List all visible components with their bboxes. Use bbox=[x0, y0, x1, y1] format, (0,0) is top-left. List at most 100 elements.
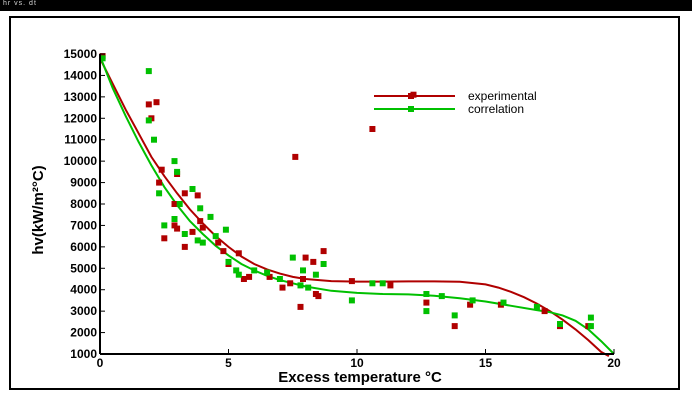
point-correlation bbox=[212, 233, 219, 240]
point-experimental bbox=[541, 308, 548, 315]
point-experimental bbox=[287, 280, 294, 287]
x-tick-label: 10 bbox=[350, 356, 364, 370]
x-tick-label: 0 bbox=[97, 356, 104, 370]
point-correlation bbox=[235, 271, 242, 278]
y-tick-label: 2000 bbox=[70, 326, 97, 340]
x-tick-label: 5 bbox=[225, 356, 232, 370]
y-tick-label: 10000 bbox=[64, 154, 98, 168]
point-experimental bbox=[181, 243, 188, 250]
point-correlation bbox=[438, 293, 445, 300]
y-tick-label: 9000 bbox=[70, 176, 97, 190]
point-experimental bbox=[297, 303, 304, 310]
point-experimental bbox=[197, 218, 204, 225]
point-correlation bbox=[197, 205, 204, 212]
legend-marker-correlation bbox=[408, 106, 414, 112]
point-correlation bbox=[174, 168, 181, 175]
point-correlation bbox=[264, 269, 271, 276]
point-experimental bbox=[156, 179, 163, 186]
point-correlation bbox=[423, 308, 430, 315]
y-tick-label: 11000 bbox=[64, 133, 97, 147]
axes bbox=[99, 53, 615, 355]
y-tick-label: 8000 bbox=[70, 197, 97, 211]
point-correlation bbox=[451, 312, 458, 319]
point-correlation bbox=[233, 267, 240, 274]
y-axis-title: hv(kW/m²°C) bbox=[30, 165, 47, 254]
point-experimental bbox=[266, 273, 273, 280]
y-tick-label: 15000 bbox=[64, 47, 98, 61]
point-correlation bbox=[348, 297, 355, 304]
point-experimental bbox=[215, 239, 222, 246]
point-experimental bbox=[199, 224, 206, 231]
chart-frame bbox=[9, 16, 680, 390]
point-correlation bbox=[369, 280, 376, 287]
corner-label: hr vs. dt bbox=[3, 0, 37, 7]
y-tick-label: 5000 bbox=[70, 261, 97, 275]
point-experimental bbox=[320, 248, 327, 255]
point-correlation bbox=[276, 276, 283, 282]
point-correlation bbox=[312, 271, 319, 278]
point-correlation bbox=[189, 186, 196, 192]
point-experimental bbox=[423, 299, 430, 306]
point-correlation bbox=[176, 201, 183, 207]
point-correlation bbox=[171, 158, 178, 165]
point-correlation bbox=[289, 254, 296, 261]
point-experimental bbox=[292, 153, 299, 160]
y-tick-label: 6000 bbox=[70, 240, 97, 254]
point-correlation bbox=[300, 267, 306, 274]
point-correlation bbox=[151, 136, 157, 143]
point-correlation bbox=[99, 55, 106, 62]
point-experimental bbox=[348, 278, 355, 285]
point-experimental bbox=[235, 250, 242, 257]
point-experimental bbox=[158, 166, 165, 173]
point-correlation bbox=[297, 282, 304, 289]
point-experimental bbox=[369, 126, 376, 132]
point-correlation bbox=[199, 239, 206, 246]
y-tick-label: 14000 bbox=[64, 68, 98, 82]
point-correlation bbox=[251, 267, 258, 274]
point-correlation bbox=[320, 261, 327, 267]
point-experimental bbox=[310, 258, 317, 265]
point-correlation bbox=[587, 323, 594, 330]
legend-label-experimental: experimental bbox=[468, 89, 537, 103]
point-experimental bbox=[302, 254, 309, 261]
x-axis-title: Excess temperature °C bbox=[278, 369, 442, 386]
legend: experimental correlation bbox=[374, 89, 537, 116]
point-experimental bbox=[279, 284, 286, 291]
point-correlation bbox=[145, 117, 152, 124]
point-experimental bbox=[451, 323, 458, 330]
point-correlation bbox=[557, 321, 563, 327]
point-experimental bbox=[246, 273, 253, 280]
y-tick-label: 3000 bbox=[70, 304, 97, 318]
point-experimental bbox=[189, 228, 196, 235]
point-correlation bbox=[145, 68, 152, 75]
point-experimental bbox=[220, 248, 227, 255]
y-tick-label: 4000 bbox=[70, 283, 97, 297]
point-experimental bbox=[194, 192, 201, 199]
x-tick-label: 15 bbox=[479, 356, 493, 370]
fit-line-experimental bbox=[99, 57, 610, 357]
point-experimental bbox=[161, 235, 168, 242]
point-correlation bbox=[533, 303, 540, 310]
y-tick-label: 12000 bbox=[64, 111, 98, 125]
point-correlation bbox=[423, 291, 430, 297]
point-correlation bbox=[181, 231, 188, 237]
data-markers bbox=[99, 53, 594, 330]
point-correlation bbox=[161, 222, 168, 229]
point-experimental bbox=[181, 190, 188, 197]
point-correlation bbox=[305, 284, 312, 291]
y-tick-label: 7000 bbox=[70, 218, 97, 232]
point-experimental bbox=[145, 101, 152, 108]
legend-label-correlation: correlation bbox=[468, 102, 524, 116]
point-correlation bbox=[500, 299, 507, 306]
point-experimental bbox=[467, 301, 474, 308]
point-experimental bbox=[240, 276, 247, 282]
point-experimental bbox=[153, 99, 160, 106]
top-bar bbox=[0, 0, 692, 11]
point-correlation bbox=[222, 226, 229, 233]
point-correlation bbox=[225, 258, 232, 265]
point-experimental bbox=[174, 225, 181, 232]
point-experimental bbox=[387, 282, 394, 289]
point-correlation bbox=[379, 280, 386, 287]
